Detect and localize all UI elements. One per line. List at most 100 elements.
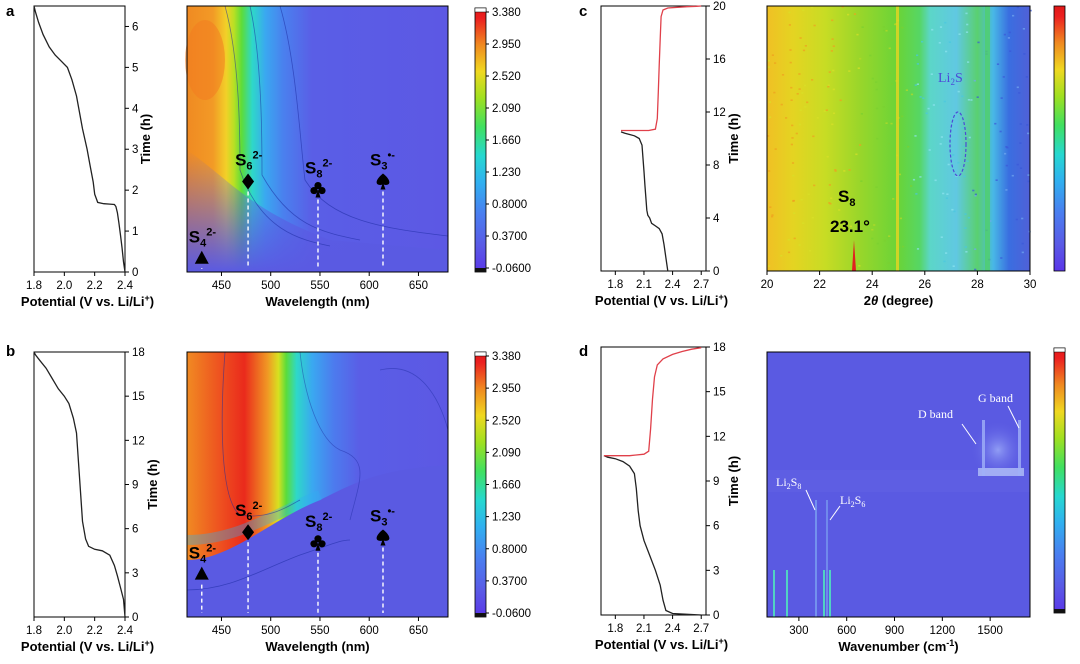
texture-dot	[885, 122, 888, 124]
texture-dot	[910, 93, 914, 96]
colorbar-d-cap	[1053, 347, 1066, 353]
texture-dot	[780, 254, 783, 257]
texture-dot	[927, 107, 930, 110]
triangle-marker	[194, 250, 209, 264]
texture-dot	[934, 179, 937, 182]
texture-dot	[940, 136, 943, 138]
texture-dot	[967, 61, 970, 63]
texture-dot	[1016, 86, 1019, 89]
texture-dot	[855, 153, 858, 156]
texture-dot	[916, 83, 919, 85]
texture-dot	[831, 38, 834, 40]
y-tick-label: 15	[132, 391, 145, 403]
texture-dot	[957, 161, 960, 164]
texture-dot	[793, 212, 796, 214]
texture-dot	[773, 91, 776, 94]
texture-dot	[769, 116, 772, 119]
panel-letter-d: d	[579, 343, 588, 360]
texture-dot	[834, 170, 837, 172]
texture-dot	[825, 109, 828, 111]
texture-dot	[931, 28, 934, 31]
texture-dot	[996, 63, 1000, 65]
texture-dot	[965, 12, 968, 15]
texture-dot	[767, 60, 770, 62]
panel-letter-c: c	[579, 3, 587, 20]
y-axis-label: Time (h)	[138, 114, 153, 164]
texture-dot	[860, 113, 863, 115]
svg-text:Li2S6: Li2S6	[840, 493, 865, 509]
y-tick-label: 8	[713, 160, 719, 172]
species-main: S	[370, 151, 381, 170]
texture-dot	[940, 236, 943, 238]
texture-dot	[932, 104, 935, 106]
y-tick-label: 4	[713, 213, 720, 225]
texture-dot	[838, 209, 841, 211]
texture-dot	[790, 86, 793, 89]
x-tick-label: 22	[813, 279, 826, 291]
texture-dot	[888, 47, 891, 50]
texture-dot	[793, 237, 796, 240]
colorbar-label: 1.660	[492, 480, 521, 492]
potential-series-charge	[603, 347, 702, 457]
y-tick-label: 5	[132, 62, 138, 74]
texture-dot	[813, 24, 816, 27]
spade-marker	[376, 529, 390, 546]
x-axis-label-close: )	[954, 639, 958, 654]
diamond-marker	[242, 524, 255, 541]
club-stem	[315, 189, 321, 198]
x-axis-label: Wavenumber (cm-1)	[838, 638, 958, 654]
species-sub: 6	[246, 511, 252, 523]
texture-dot	[1019, 123, 1022, 125]
texture-dot	[857, 67, 860, 69]
texture-dot	[832, 45, 835, 47]
x-axis-label-close: )	[150, 639, 154, 654]
x-axis-label: Wavelength (nm)	[265, 639, 369, 654]
species-sub: 8	[316, 522, 322, 534]
y-tick-label: 6	[132, 21, 138, 33]
texture-dot	[898, 246, 901, 248]
texture-dot	[945, 50, 948, 53]
texture-dot	[958, 33, 961, 35]
colorbar-a: 3.380 2.950 2.520 2.090 1.660 1.230 0.8000 0.37…	[474, 7, 531, 275]
raman-low-line	[786, 570, 788, 617]
map-axes-a: 450 500 550 600 650 Wavelength (nm)	[212, 272, 428, 309]
colorbar-label: 2.090	[492, 447, 521, 459]
texture-dot	[830, 197, 833, 199]
potential-curve-c	[620, 5, 702, 272]
species-main: S	[235, 501, 246, 520]
texture-dot	[1000, 97, 1003, 99]
x-axis-label: Wavelength (nm)	[265, 294, 369, 309]
texture-dot	[957, 90, 960, 93]
texture-dot	[967, 99, 970, 101]
texture-dot	[1026, 124, 1029, 126]
heatmap-texture-c	[767, 6, 1032, 271]
y-tick-label: 9	[132, 480, 138, 492]
x-tick-label: 2.4	[117, 280, 134, 292]
x-tick-label: 2.4	[117, 625, 134, 637]
texture-dot	[943, 260, 946, 263]
species-label: S82-	[305, 511, 333, 534]
y-tick-label: 18	[713, 342, 726, 354]
x-tick-label: 650	[409, 280, 428, 292]
texture-dot	[789, 49, 792, 51]
species-sub: 3	[381, 161, 387, 173]
texture-dot	[1019, 167, 1023, 169]
raman-band-shadow	[767, 470, 1030, 492]
texture-dot	[968, 136, 971, 139]
texture-dot	[964, 213, 967, 215]
texture-dot	[771, 214, 774, 216]
raman-band-bar	[978, 468, 1024, 476]
li2s-label: Li	[938, 71, 951, 86]
texture-dot	[1000, 257, 1003, 259]
texture-dot	[871, 77, 874, 80]
texture-dot	[853, 13, 857, 15]
potential-series-curve	[33, 351, 126, 618]
texture-dot	[890, 83, 893, 85]
texture-dot	[798, 244, 801, 246]
y-tick-label: 12	[132, 435, 145, 447]
xrd-map-c	[766, 5, 1032, 272]
colorbar-d-floor	[1054, 609, 1065, 613]
texture-dot	[859, 144, 862, 146]
texture-dot	[974, 248, 977, 250]
texture-dot	[883, 239, 886, 242]
